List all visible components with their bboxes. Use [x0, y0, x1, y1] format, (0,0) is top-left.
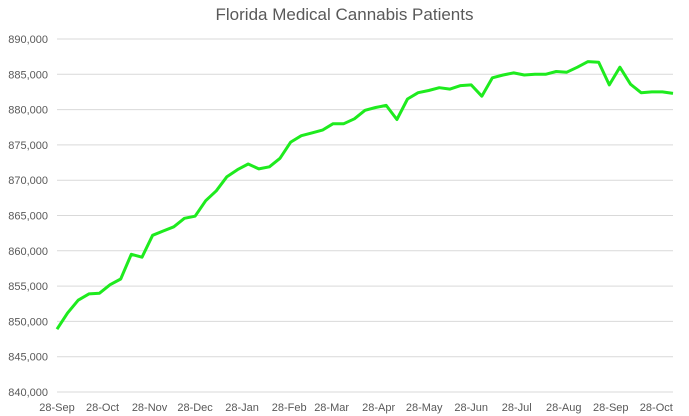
- y-tick-label: 860,000: [8, 246, 48, 258]
- x-tick-label: 28-Nov: [132, 402, 168, 414]
- y-tick-label: 880,000: [8, 105, 48, 117]
- y-tick-label: 855,000: [8, 281, 48, 293]
- y-tick-label: 870,000: [8, 175, 48, 187]
- x-tick-label: 28-Jul: [502, 402, 532, 414]
- y-tick-label: 890,000: [8, 34, 48, 46]
- x-tick-label: 28-Sep: [39, 402, 74, 414]
- y-tick-label: 885,000: [8, 69, 48, 81]
- y-tick-label: 850,000: [8, 316, 48, 328]
- x-tick-label: 28-Jun: [454, 402, 488, 414]
- x-tick-label: 28-Mar: [314, 402, 349, 414]
- y-tick-label: 865,000: [8, 211, 48, 223]
- series-line: [55, 60, 674, 331]
- x-tick-label: 28-Apr: [362, 402, 395, 414]
- x-tick-label: 28-May: [406, 402, 443, 414]
- x-tick-label: 28-Jan: [225, 402, 259, 414]
- y-tick-label: 875,000: [8, 140, 48, 152]
- y-tick-label: 840,000: [8, 387, 48, 399]
- x-tick-label: 28-Sep: [593, 402, 628, 414]
- x-tick-label: 28-Oct: [86, 402, 119, 414]
- x-tick-label: 28-Dec: [177, 402, 213, 414]
- x-tick-label: 28-Aug: [546, 402, 581, 414]
- x-tick-label: 28-Oct: [640, 402, 673, 414]
- x-tick-label: 28-Feb: [272, 402, 307, 414]
- y-tick-label: 845,000: [8, 352, 48, 364]
- chart-title: Florida Medical Cannabis Patients: [215, 5, 474, 24]
